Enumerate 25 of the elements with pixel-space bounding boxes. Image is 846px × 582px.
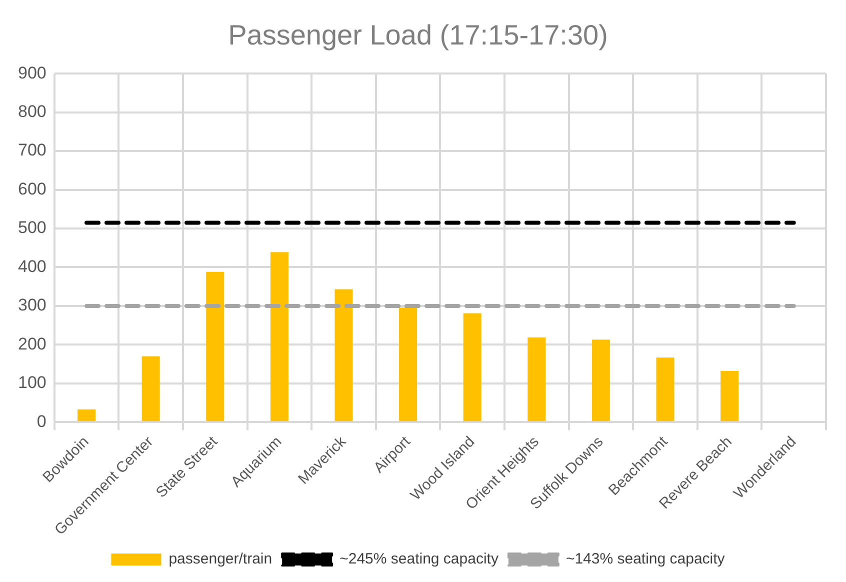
y-tick-label: 600 (18, 179, 46, 198)
bar (206, 272, 224, 422)
legend-label: passenger/train (168, 550, 272, 568)
bar (463, 313, 482, 422)
bar (142, 356, 160, 422)
bar (334, 289, 353, 422)
y-tick-label: 900 (18, 63, 46, 82)
bar (656, 357, 674, 422)
y-tick-label: 800 (18, 102, 46, 122)
bar (528, 337, 546, 422)
y-tick-label: 300 (18, 296, 46, 315)
y-tick-label: 200 (18, 334, 46, 354)
legend-label: ~143% seating capacity (566, 550, 726, 568)
y-tick-label: 500 (18, 218, 46, 238)
y-tick-label: 400 (18, 256, 46, 276)
bar (592, 340, 610, 422)
y-tick-label: 0 (36, 412, 46, 431)
bar (78, 409, 96, 422)
bar (720, 371, 739, 422)
bar (399, 308, 418, 422)
bar (270, 252, 288, 422)
chart-title: Passenger Load (17:15-17:30) (228, 20, 608, 51)
y-tick-label: 100 (18, 373, 46, 392)
legend-label: ~245% seating capacity (340, 550, 499, 568)
y-tick-label: 700 (18, 140, 46, 160)
